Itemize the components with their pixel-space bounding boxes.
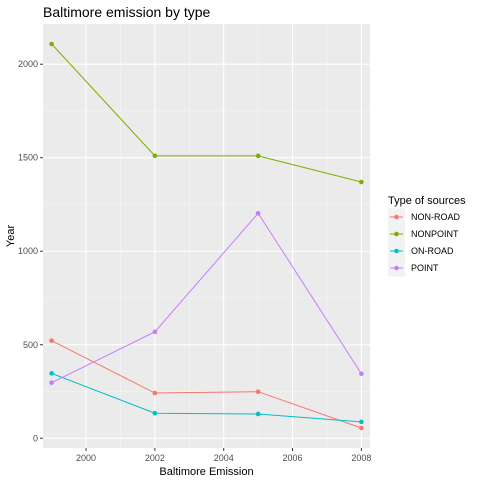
- data-point-on-road: [49, 371, 54, 376]
- legend-item-on-road: ON-ROAD: [388, 242, 454, 260]
- legend-label: POINT: [411, 263, 439, 273]
- x-tick-label: 2008: [351, 453, 371, 463]
- legend-key-point: [394, 231, 399, 237]
- legend-label: NON-ROAD: [411, 212, 460, 222]
- x-tick-label: 2006: [283, 453, 303, 463]
- data-point-point: [255, 210, 261, 216]
- chart-title: Baltimore emission by type: [43, 4, 211, 20]
- data-point-non-road: [359, 425, 364, 431]
- legend-item-non-road: NON-ROAD: [388, 208, 460, 226]
- legend-key-point: [394, 265, 399, 271]
- legend-key-point: [394, 214, 399, 220]
- data-point-non-road: [255, 389, 261, 395]
- x-axis: 2000 2002 2004 2006 2008: [76, 448, 371, 463]
- x-tick-label: 2004: [214, 453, 234, 463]
- x-axis-title: Baltimore Emission: [159, 466, 253, 478]
- series-on-road: [49, 371, 364, 425]
- y-axis-title: Year: [5, 225, 17, 248]
- x-tick-label: 2000: [76, 453, 96, 463]
- data-point-nonpoint: [255, 153, 261, 159]
- series-non-road: [49, 338, 364, 431]
- plot-panel: [43, 24, 370, 448]
- data-point-nonpoint: [359, 179, 364, 185]
- series-line-non-road: [51, 340, 362, 429]
- y-tick-label: 1500: [18, 153, 38, 163]
- data-point-point: [152, 329, 158, 335]
- legend-label: NONPOINT: [411, 229, 459, 239]
- data-point-point: [359, 371, 364, 377]
- data-point-point: [49, 380, 54, 386]
- series-nonpoint: [49, 41, 364, 185]
- y-tick-label: 500: [23, 340, 38, 350]
- series-point: [49, 210, 364, 386]
- data-point-on-road: [255, 411, 261, 417]
- x-tick-label: 2002: [145, 453, 165, 463]
- data-point-non-road: [49, 338, 54, 343]
- y-axis: 0 500 1000 1500 2000: [18, 59, 43, 443]
- y-tick-label: 0: [33, 433, 38, 443]
- series-layer: [49, 41, 364, 431]
- legend: Type of sources NON-ROAD NONPOINT ON-ROAD P…: [388, 195, 466, 277]
- data-point-non-road: [152, 390, 158, 396]
- data-point-nonpoint: [49, 41, 54, 47]
- legend-item-point: POINT: [388, 259, 439, 277]
- legend-label: ON-ROAD: [411, 246, 454, 256]
- y-tick-label: 2000: [18, 59, 38, 69]
- y-tick-label: 1000: [18, 246, 38, 256]
- series-line-nonpoint: [51, 43, 362, 183]
- series-line-point: [51, 212, 362, 384]
- grid: [43, 24, 370, 448]
- series-line-on-road: [51, 372, 362, 423]
- data-point-nonpoint: [152, 153, 158, 159]
- legend-item-nonpoint: NONPOINT: [388, 225, 459, 243]
- legend-key-point: [394, 248, 399, 254]
- data-point-on-road: [152, 410, 158, 416]
- legend-title: Type of sources: [388, 195, 466, 207]
- data-point-on-road: [359, 419, 364, 425]
